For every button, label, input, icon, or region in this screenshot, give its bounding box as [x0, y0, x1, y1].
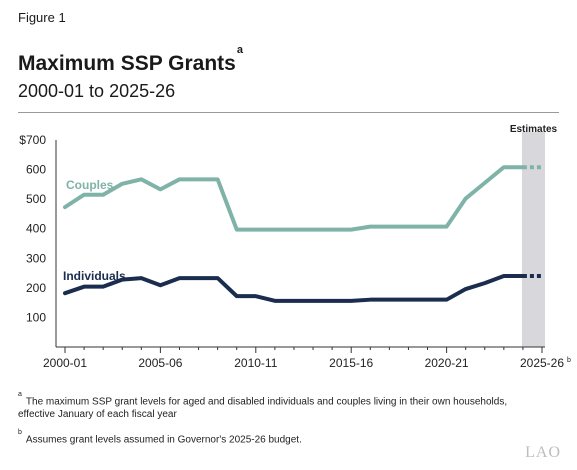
y-tick-label: 400	[26, 222, 46, 236]
x-tick-label: 2000-01	[43, 356, 87, 370]
individuals-series-label: Individuals	[63, 269, 126, 283]
lao-logo: LAO	[525, 444, 561, 461]
y-tick-label: $700	[19, 133, 46, 147]
x-tick-label: 2025-26	[520, 356, 564, 370]
x-tick-label: 2010-11	[234, 356, 277, 370]
figure-label: Figure 1	[18, 10, 66, 25]
couples-series-label: Couples	[66, 178, 114, 192]
footnote-b-marker: b	[18, 429, 22, 436]
chart-title: Maximum SSP Grantsa	[18, 44, 243, 76]
title-divider	[18, 112, 559, 113]
couples-series-line	[63, 165, 525, 232]
individuals-series-line	[63, 274, 525, 303]
line-chart: Estimates $700 600 500 400 300 200 100 2000-01 20…	[19, 124, 571, 370]
x-tick-footnote-marker: b	[567, 357, 571, 364]
y-tick-label: 600	[26, 163, 46, 177]
y-tick-label: 200	[26, 281, 46, 295]
y-tick-label: 300	[26, 251, 46, 265]
x-tick-label: 2020-21	[425, 356, 469, 370]
chart-title-text: Maximum SSP Grants	[18, 52, 236, 75]
chart-subtitle: 2000-01 to 2025-26	[18, 81, 176, 101]
footnote-b: bAssumes grant levels assumed in Governo…	[18, 429, 302, 446]
y-tick-label: 500	[26, 192, 46, 206]
footnote-a: aThe maximum SSP grant levels for aged a…	[18, 391, 538, 421]
x-tick-label: 2005-06	[138, 356, 182, 370]
estimates-band	[521, 132, 545, 347]
footnote-a-marker: a	[18, 391, 22, 398]
footnote-a-text: The maximum SSP grant levels for aged an…	[18, 396, 508, 421]
footnote-b-text: Assumes grant levels assumed in Governor…	[25, 434, 302, 446]
title-footnote-marker: a	[236, 44, 243, 56]
estimates-label: Estimates	[510, 124, 558, 135]
x-tick-label: 2015-16	[329, 356, 373, 370]
y-tick-label: 100	[26, 310, 46, 324]
